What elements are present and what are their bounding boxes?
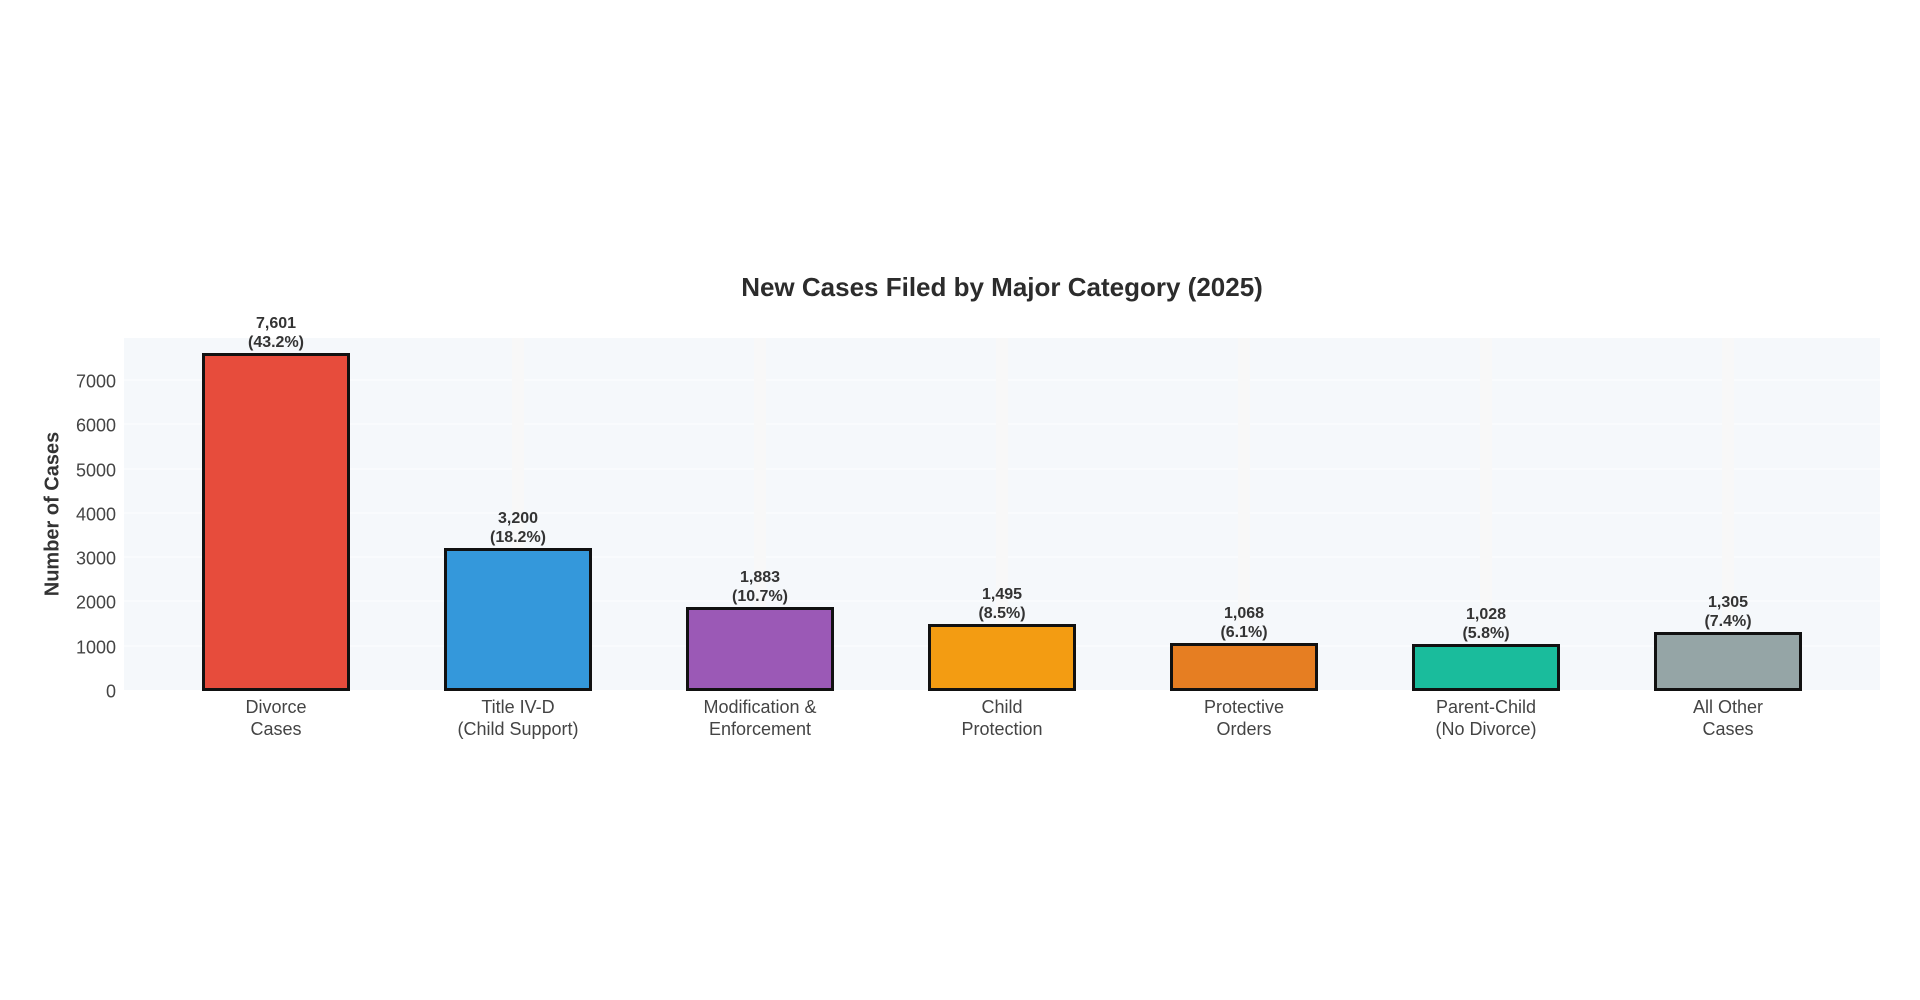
x-tick-label-line: Modification & [703,697,817,717]
bar-value-label: 1,305 (7.4%) [1628,593,1828,631]
x-tick-label-line: Title IV-D [481,697,555,717]
bar-child-protection [928,623,1076,691]
bar-modification-enforcement [686,606,834,691]
x-tick-label: Modification & Enforcement [640,696,880,740]
x-tick-label-line: Child [981,697,1023,717]
y-tick-label: 6000 [75,415,116,436]
bar-divorce-cases [202,353,350,691]
bar-value-label: 1,495 (8.5%) [902,585,1102,623]
x-tick-label-line: Protection [961,719,1043,739]
bar-percent: (5.8%) [1462,625,1510,643]
bar-count: 1,495 [981,585,1023,603]
bar-percent: (18.2%) [489,529,547,547]
y-tick-label: 7000 [75,371,116,392]
bar-count: 7,601 [255,315,297,333]
bar-count: 1,883 [739,568,781,586]
bar-percent: (8.5%) [978,604,1026,622]
bar-percent: (7.4%) [1704,613,1752,631]
bar-count: 3,200 [497,510,539,528]
x-tick-label: Protective Orders [1124,696,1364,740]
bar-value-label: 1,028 (5.8%) [1386,605,1586,643]
bar-percent: (43.2%) [247,334,305,352]
x-tick-label-line: Divorce [245,697,307,717]
x-tick-label-line: Cases [1702,719,1754,739]
bar-value-label: 1,883 (10.7%) [660,568,860,606]
y-tick-label: 3000 [75,548,116,569]
y-tick-label: 5000 [75,460,116,480]
x-tick-label-line: All Other [1692,697,1764,717]
x-tick-label-line: Enforcement [708,719,812,739]
x-tick-label: All Other Cases [1608,696,1848,740]
bar-count: 1,305 [1707,594,1749,612]
bar-count: 1,068 [1223,604,1265,622]
bar-value-label: 3,200 (18.2%) [418,509,618,547]
y-tick-label: 0 [105,681,116,702]
bar-percent: (6.1%) [1220,623,1268,641]
bar-parent-child-no-divorce [1412,644,1560,691]
y-tick-label: 1000 [75,637,116,658]
y-tick-label: 4000 [75,504,116,525]
gridline-vertical [1480,338,1492,690]
bar-value-label: 7,601 (43.2%) [176,314,376,352]
gridline-vertical [996,338,1008,690]
x-tick-label: Title IV-D (Child Support) [398,696,638,740]
gridline-vertical [1238,338,1250,690]
gridline-vertical [1722,338,1734,690]
x-tick-label-line: Parent-Child [1435,697,1537,717]
x-tick-label: Divorce Cases [156,696,396,740]
bar-all-other-cases [1654,632,1802,691]
bar-title-iv-d-child-support [444,548,592,691]
x-tick-label-line: Protective [1203,697,1285,717]
x-tick-label-line: (Child Support) [457,719,579,739]
x-tick-label: Parent-Child (No Divorce) [1366,696,1606,740]
chart-title: New Cases Filed by Major Category (2025) [741,272,1263,302]
bar-count: 1,028 [1465,606,1507,624]
bar-protective-orders [1170,642,1318,691]
x-tick-label-line: (No Divorce) [1435,719,1537,739]
bar-value-label: 1,068 (6.1%) [1144,604,1344,642]
y-tick-label: 2000 [75,592,116,613]
gridline-vertical [754,338,766,690]
x-tick-label-line: Orders [1216,719,1272,739]
y-axis-title: Number of Cases [41,431,64,597]
x-tick-label-line: Cases [250,719,302,739]
x-tick-label: Child Protection [882,696,1122,740]
bar-percent: (10.7%) [731,587,789,605]
